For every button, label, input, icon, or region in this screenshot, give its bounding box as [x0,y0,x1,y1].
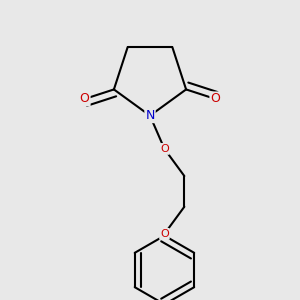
Text: O: O [210,92,220,105]
Text: O: O [160,229,169,239]
Text: O: O [160,144,169,154]
Text: O: O [80,92,90,105]
Text: N: N [145,109,155,122]
